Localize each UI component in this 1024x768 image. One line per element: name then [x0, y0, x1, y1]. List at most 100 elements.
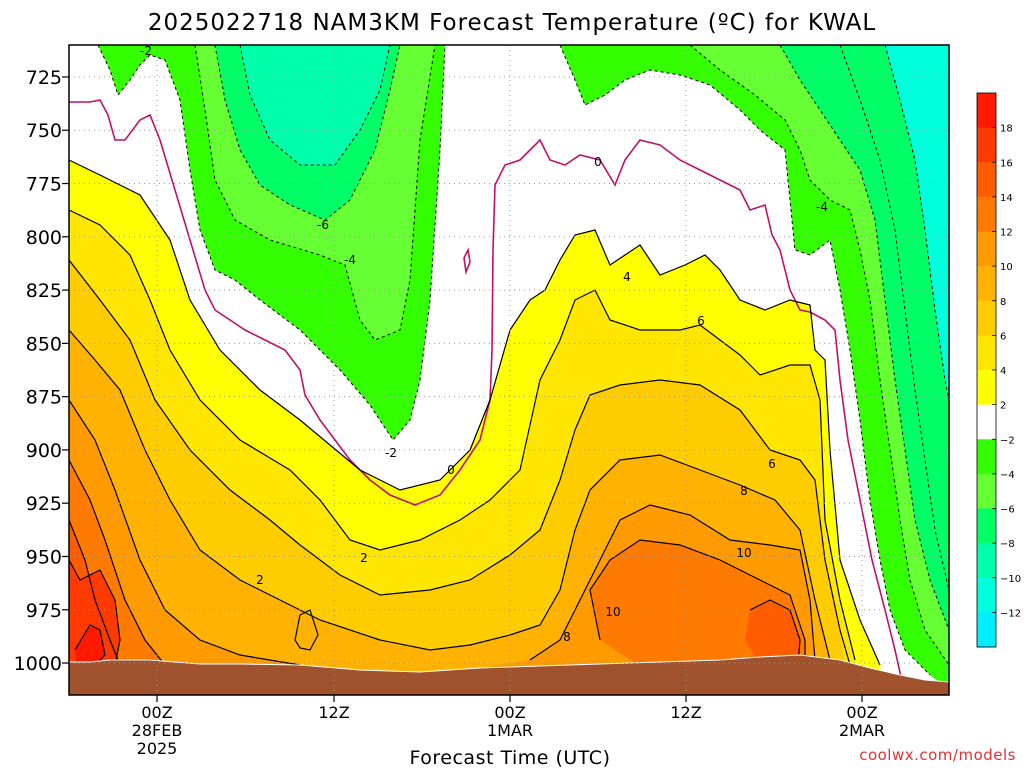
contour-label: 10: [736, 546, 751, 560]
contour-labels: -2 -6 -4 0 2 4 -4 -2 0 2 6 8 10 6 8 10: [140, 44, 828, 644]
ground-terrain: [69, 654, 949, 695]
contour-label: -4: [344, 253, 356, 267]
x-tick-label: 12Z: [670, 703, 701, 722]
zero-contour: [69, 99, 906, 695]
contour-6: [69, 259, 851, 666]
x-tick-date: 2MAR: [839, 721, 885, 740]
y-tick-label: 925: [26, 493, 62, 515]
y-tick-label: 875: [26, 387, 62, 409]
contour-12: [69, 459, 806, 666]
colorbar-label: −8: [1000, 539, 1015, 550]
warm-band-12: [69, 460, 805, 670]
chart-title: 2025022718 NAM3KM Forecast Temperature (…: [148, 10, 876, 36]
contour-label: 8: [563, 630, 571, 644]
contour-label: 2: [256, 573, 264, 587]
contour-minus4-left: [194, 45, 436, 341]
colorbar-label: 12: [1000, 228, 1013, 239]
colorbar-swatch: [977, 404, 996, 440]
contour-2: [69, 159, 881, 666]
cold-contours: [97, 45, 949, 676]
colorbar-swatch: [977, 196, 996, 232]
zero-contour-left: [69, 99, 906, 695]
x-tick-label: 00Z: [494, 703, 525, 722]
colorbar-label: −4: [1000, 470, 1015, 481]
colorbar-label: 6: [1000, 331, 1006, 342]
x-tick-date: 1MAR: [487, 721, 533, 740]
contour-16: [69, 559, 121, 666]
colorbar-swatch: [977, 162, 996, 198]
y-tick-label: 825: [26, 280, 62, 302]
contour-label: -4: [816, 200, 828, 214]
colorbar-label: −10: [1000, 574, 1021, 585]
x-tick-year: 2025: [137, 739, 178, 758]
colorbar-swatch: [977, 439, 996, 475]
plot-frame: [68, 44, 950, 696]
colorbar-swatch: [977, 335, 996, 371]
contour-small-warm-blob: [294, 609, 319, 651]
contour-label: 0: [447, 463, 455, 477]
contour-minus2-right: [559, 45, 931, 676]
contour-label: 6: [768, 457, 776, 471]
zero-contour-island: [463, 247, 471, 276]
contour-label: 0: [594, 155, 602, 169]
colorbar-label: −2: [1000, 435, 1015, 446]
contour-minus8-right: [839, 45, 949, 591]
y-tick-label: 800: [26, 227, 62, 249]
contour-label: 4: [623, 270, 631, 284]
cold-band-minus6-top-right: [780, 45, 949, 630]
x-tick-label: 12Z: [318, 703, 349, 722]
colorbar-swatch: [977, 300, 996, 336]
colorbar-label: −6: [1000, 505, 1015, 516]
contour-label: 6: [697, 314, 705, 328]
contour-minus6-right: [779, 45, 949, 631]
colorbar-label: 18: [1000, 124, 1013, 135]
y-tick-label: 775: [26, 174, 62, 196]
x-tick-label: 00Z: [141, 703, 172, 722]
contour-label: -2: [385, 446, 397, 460]
contour-label: 8: [740, 484, 748, 498]
colorbar-label: 14: [1000, 193, 1013, 204]
contour-10: [69, 399, 816, 666]
colorbar-swatch: [977, 543, 996, 579]
colorbar-swatch: [977, 612, 996, 648]
colorbar-swatch: [977, 231, 996, 267]
gridlines: [69, 45, 949, 695]
y-tick-label: 900: [26, 440, 62, 462]
warm-contours: [69, 159, 881, 666]
cold-band-minus8-top-left: [240, 45, 390, 165]
colorbar-swatch: [977, 266, 996, 302]
x-tick-date: 28FEB: [132, 721, 183, 740]
contour-label: -6: [317, 218, 329, 232]
y-tick-label: 750: [26, 120, 62, 142]
x-axis-label: Forecast Time (UTC): [410, 747, 611, 768]
y-tick-label: 1000: [14, 653, 62, 675]
y-axis: 725 750 775 800 825 850 875 900 925 950 975 1000: [14, 67, 69, 675]
y-tick-label: 850: [26, 333, 62, 355]
colorbar-swatch: [977, 473, 996, 509]
y-tick-label: 725: [26, 67, 62, 89]
plot-area: [69, 45, 949, 695]
contour-minus2-left: [97, 45, 446, 441]
colorbar-label: 10: [1000, 262, 1013, 273]
contour-label: 10: [605, 605, 620, 619]
y-tick-label: 975: [26, 600, 62, 622]
contour-14: [69, 519, 801, 666]
colorbar-label: 2: [1000, 401, 1006, 412]
x-tick-label: 00Z: [846, 703, 877, 722]
colorbar-label: −12: [1000, 608, 1021, 619]
colorbar: 18 16 14 12 10 8 6 4 2 −2 −4 −6 −8 −10 −12: [976, 92, 1021, 648]
contour-label: -2: [140, 44, 152, 58]
contour-18: [74, 624, 106, 666]
colorbar-label: 8: [1000, 297, 1006, 308]
credit-text: coolwx.com/models: [859, 746, 1016, 764]
colorbar-swatch: [977, 577, 996, 613]
colorbar-swatch: [977, 370, 996, 406]
colorbar-swatch: [977, 93, 996, 129]
y-tick-label: 950: [26, 546, 62, 568]
contour-4: [69, 209, 856, 661]
colorbar-label: 16: [1000, 158, 1013, 169]
warm-band-18: [75, 625, 105, 665]
colorbar-label: 4: [1000, 366, 1006, 377]
